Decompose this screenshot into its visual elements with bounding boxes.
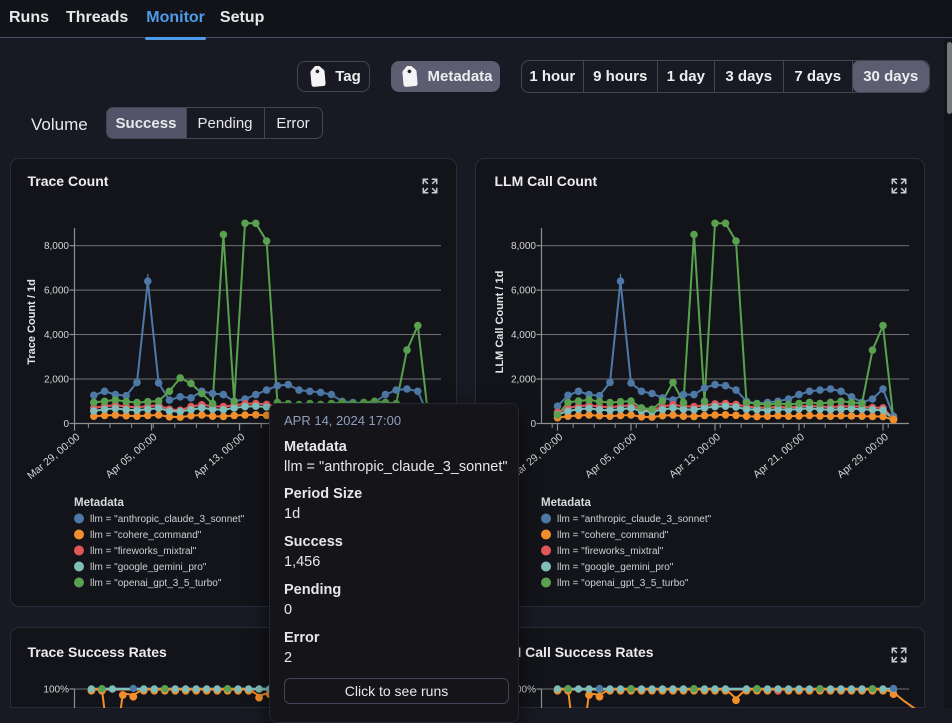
svg-text:Apr 13, 00:00: Apr 13, 00:00	[191, 431, 247, 481]
svg-text:6,000: 6,000	[44, 286, 69, 297]
svg-text:8,000: 8,000	[44, 241, 69, 252]
svg-text:Trace Count / 1d: Trace Count / 1d	[26, 279, 38, 365]
svg-text:6,000: 6,000	[511, 286, 536, 297]
svg-text:llm = "anthropic_claude_3_sonn: llm = "anthropic_claude_3_sonnet"	[90, 514, 245, 525]
svg-text:llm = "openai_gpt_3_5_turbo": llm = "openai_gpt_3_5_turbo"	[90, 578, 222, 589]
svg-text:2,000: 2,000	[44, 375, 69, 386]
svg-text:4,000: 4,000	[511, 330, 536, 341]
svg-text:llm = "cohere_command": llm = "cohere_command"	[557, 530, 669, 541]
svg-text:2,000: 2,000	[511, 375, 536, 386]
svg-text:llm = "fireworks_mixtral": llm = "fireworks_mixtral"	[557, 546, 664, 557]
svg-text:llm = "openai_gpt_3_5_turbo": llm = "openai_gpt_3_5_turbo"	[557, 578, 689, 589]
svg-text:llm = "fireworks_mixtral": llm = "fireworks_mixtral"	[90, 546, 197, 557]
svg-text:llm = "anthropic_claude_3_sonn: llm = "anthropic_claude_3_sonnet"	[557, 514, 712, 525]
svg-text:LLM Call Count / 1d: LLM Call Count / 1d	[494, 271, 506, 374]
svg-text:Apr 05, 00:00: Apr 05, 00:00	[583, 431, 639, 481]
svg-text:Apr 21, 00:00: Apr 21, 00:00	[751, 431, 807, 481]
svg-text:8,000: 8,000	[511, 241, 536, 252]
svg-text:0: 0	[63, 419, 69, 430]
svg-text:llm = "google_gemini_pro": llm = "google_gemini_pro"	[90, 562, 207, 573]
svg-text:Mar 29, 00:00: Mar 29, 00:00	[25, 431, 82, 482]
svg-text:Apr 13, 00:00: Apr 13, 00:00	[667, 431, 723, 481]
svg-text:0: 0	[530, 419, 536, 430]
svg-text:Apr 29, 00:00: Apr 29, 00:00	[835, 431, 891, 481]
svg-text:100%: 100%	[510, 685, 536, 696]
svg-text:Metadata: Metadata	[74, 497, 124, 509]
svg-text:4,000: 4,000	[44, 330, 69, 341]
svg-text:Metadata: Metadata	[541, 497, 591, 509]
svg-text:100%: 100%	[43, 685, 69, 696]
svg-text:llm = "cohere_command": llm = "cohere_command"	[90, 530, 202, 541]
svg-text:Apr 05, 00:00: Apr 05, 00:00	[103, 431, 159, 481]
svg-text:llm = "google_gemini_pro": llm = "google_gemini_pro"	[557, 562, 674, 573]
